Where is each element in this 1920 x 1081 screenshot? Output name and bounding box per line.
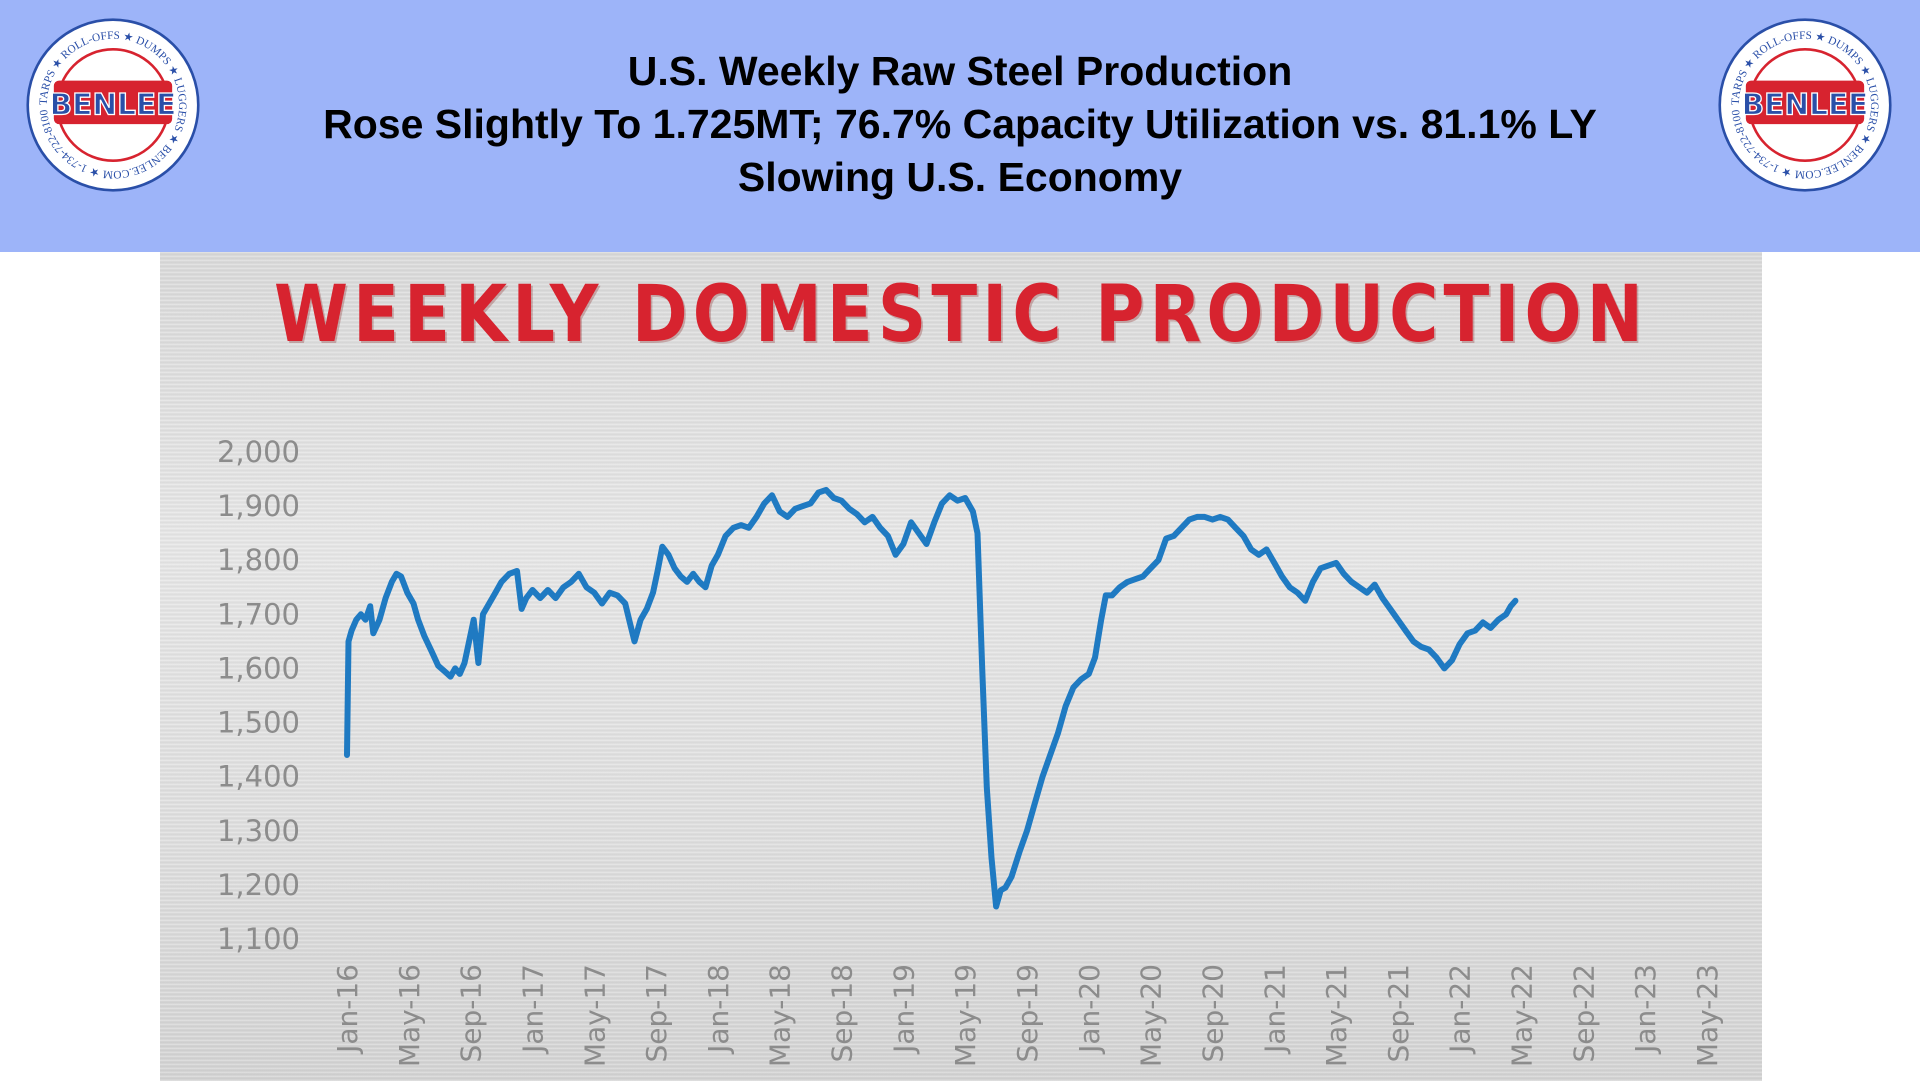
y-tick-label: 1,100 [217,922,300,956]
x-tick-label: Sep-21 [1382,964,1415,1063]
benlee-logo-left: TARPS ★ ROLL-OFFS ★ DUMPS ★ LUGGERS ★ BE… [26,18,200,192]
x-tick-label: Sep-20 [1196,964,1229,1063]
chart-title: WEEKLY DOMESTIC PRODUCTION [273,270,1648,360]
chart-panel: WEEKLY DOMESTIC PRODUCTION 2,000 1,900 1,8… [160,252,1762,1081]
brushed-metal-texture [160,252,1762,1081]
x-tick-label: Jan-18 [702,964,735,1055]
x-tick-label: Sep-19 [1011,964,1044,1063]
x-tick-label: May-19 [949,964,982,1067]
headline-line-3: Slowing U.S. Economy [737,154,1183,200]
x-tick-label: May-21 [1320,964,1353,1067]
x-tick-label: May-22 [1506,964,1539,1067]
x-tick-label: Jan-23 [1629,964,1662,1055]
x-tick-label: Jan-21 [1258,964,1291,1055]
y-tick-label: 1,800 [217,543,300,577]
y-tick-label: 1,200 [217,868,300,902]
x-tick-label: May-20 [1135,964,1168,1067]
x-tick-label: Sep-17 [640,964,673,1063]
x-tick-label: May-17 [578,964,611,1067]
line-chart: 2,000 1,900 1,800 1,700 1,600 1,500 1,400 1,300… [217,435,1724,1067]
production-series-line [344,486,1519,910]
y-tick-label: 1,300 [217,814,300,848]
x-tick-label: Sep-16 [455,964,488,1063]
x-tick-label: May-16 [393,964,426,1067]
x-tick-label: May-23 [1691,964,1724,1067]
y-tick-label: 1,900 [217,489,300,523]
y-tick-label: 1,500 [217,706,300,740]
headline: U.S. Weekly Raw Steel Production Rose Sl… [240,45,1680,204]
benlee-logo-right: TARPS ★ ROLL-OFFS ★ DUMPS ★ LUGGERS ★ BE… [1718,18,1892,192]
y-tick-label: 2,000 [217,435,300,469]
x-tick-label: May-18 [764,964,797,1067]
logo-wordmark: BENLEE [50,88,177,122]
y-tick-label: 1,600 [217,651,300,685]
x-tick-label: Jan-16 [331,964,364,1055]
x-tick-label: Jan-20 [1073,964,1106,1055]
x-tick-label: Jan-17 [516,964,549,1055]
x-tick-label: Sep-22 [1567,964,1600,1063]
x-tick-label: Jan-19 [887,964,920,1055]
y-tick-label: 1,400 [217,760,300,794]
logo-wordmark: BENLEE [1742,88,1869,122]
x-tick-label: Sep-18 [826,964,859,1063]
y-tick-label: 1,700 [217,597,300,631]
headline-line-1: U.S. Weekly Raw Steel Production [627,48,1293,94]
x-tick-label: Jan-22 [1444,964,1477,1055]
header-banner: U.S. Weekly Raw Steel Production Rose Sl… [0,0,1920,252]
headline-line-2: Rose Slightly To 1.725MT; 76.7% Capacity… [323,101,1597,147]
